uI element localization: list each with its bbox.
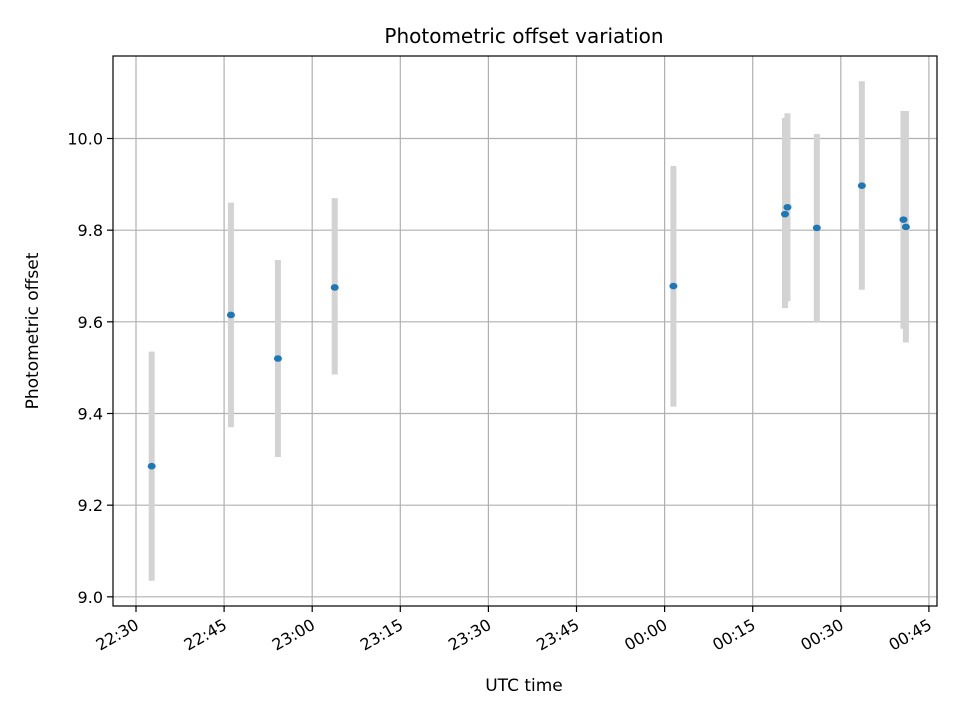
x-tick-label: 22:30 bbox=[93, 615, 142, 655]
data-point bbox=[226, 311, 235, 319]
x-tick-label: 22:45 bbox=[181, 615, 230, 655]
data-point bbox=[330, 284, 339, 291]
y-axis-ticks: 9.0 9.2 9.4 9.6 9.8 10.0 bbox=[67, 130, 113, 607]
x-tick-label: 00:15 bbox=[709, 615, 758, 655]
chart-title: Photometric offset variation bbox=[384, 24, 663, 48]
grid bbox=[113, 56, 937, 606]
x-tick-label: 00:30 bbox=[797, 615, 846, 655]
x-tick-label: 00:45 bbox=[885, 615, 934, 655]
data-point bbox=[899, 216, 908, 223]
data-point bbox=[781, 210, 790, 218]
x-tick-label: 00:00 bbox=[621, 615, 670, 655]
data-point bbox=[147, 462, 156, 470]
data-point bbox=[901, 223, 910, 231]
x-tick-label: 23:30 bbox=[445, 615, 494, 655]
plot-frame bbox=[112, 55, 938, 607]
data-point bbox=[812, 224, 821, 232]
y-tick-label: 10.0 bbox=[67, 130, 103, 149]
data-point bbox=[857, 182, 866, 190]
x-axis-ticks: 22:30 22:45 23:00 23:15 23:30 23:45 00:00 00:15… bbox=[93, 606, 935, 655]
x-axis-label: UTC time bbox=[485, 676, 563, 696]
x-tick-label: 23:00 bbox=[269, 615, 318, 655]
x-tick-label: 23:45 bbox=[533, 615, 582, 655]
data-points bbox=[147, 182, 910, 470]
data-point bbox=[273, 355, 282, 362]
y-tick-label: 9.2 bbox=[78, 496, 103, 515]
y-tick-label: 9.0 bbox=[78, 588, 103, 607]
error-bars bbox=[148, 81, 909, 581]
x-tick-label: 23:15 bbox=[357, 615, 406, 655]
y-axis-label: Photometric offset bbox=[23, 252, 43, 409]
data-point bbox=[669, 282, 678, 290]
y-tick-label: 9.8 bbox=[78, 221, 103, 240]
y-tick-label: 9.6 bbox=[78, 313, 103, 332]
data-point bbox=[783, 203, 792, 211]
y-tick-label: 9.4 bbox=[78, 405, 103, 424]
